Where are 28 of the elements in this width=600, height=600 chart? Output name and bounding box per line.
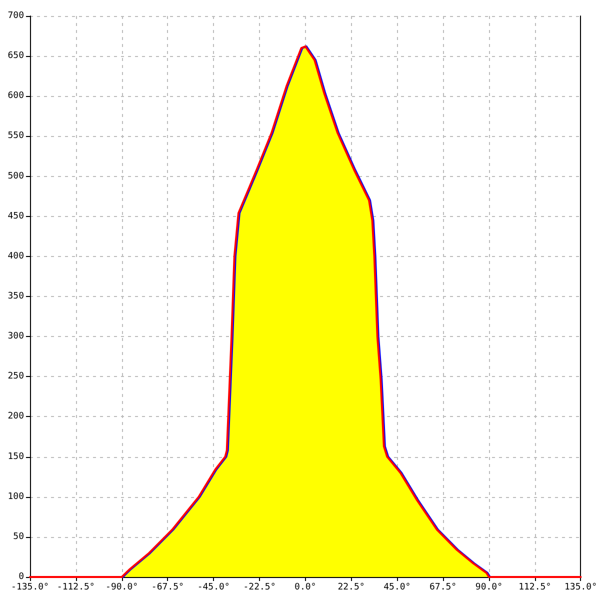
x-tick-label: 45.0° <box>384 582 411 592</box>
x-tick-label: -90.0° <box>106 582 138 592</box>
y-tick-label: 100 <box>8 492 24 502</box>
y-tick-label: 450 <box>8 211 24 222</box>
y-tick-label: 650 <box>8 51 24 62</box>
y-tick-label: 200 <box>8 412 24 422</box>
y-tick-label: 250 <box>8 372 24 382</box>
x-tick-label: 112.5° <box>518 582 552 592</box>
x-tick-label: 90.0° <box>475 582 502 592</box>
x-tick-label: 0.0° <box>294 582 316 592</box>
y-tick-label: 600 <box>8 91 24 102</box>
x-tick-label: -22.5° <box>243 582 276 592</box>
x-tick-label: -45.0° <box>197 582 230 592</box>
y-tick-label: 150 <box>8 452 24 462</box>
x-tick-label: 67.5° <box>430 582 457 592</box>
y-tick-label: 0 <box>18 572 24 582</box>
x-tick-label: -112.5° <box>56 582 95 592</box>
y-tick-label: 50 <box>13 532 24 542</box>
x-tick-label: -67.5° <box>151 582 184 592</box>
y-tick-label: 300 <box>8 332 24 342</box>
x-tick-label: 22.5° <box>338 582 365 592</box>
y-tick-label: 700 <box>8 11 24 21</box>
x-tick-label: -135.0° <box>11 582 49 592</box>
y-tick-label: 550 <box>8 131 24 142</box>
y-tick-label: 350 <box>8 292 24 302</box>
y-tick-label: 500 <box>8 171 24 182</box>
x-tick-label: 135.0° <box>564 582 597 592</box>
y-tick-label: 400 <box>8 251 24 262</box>
